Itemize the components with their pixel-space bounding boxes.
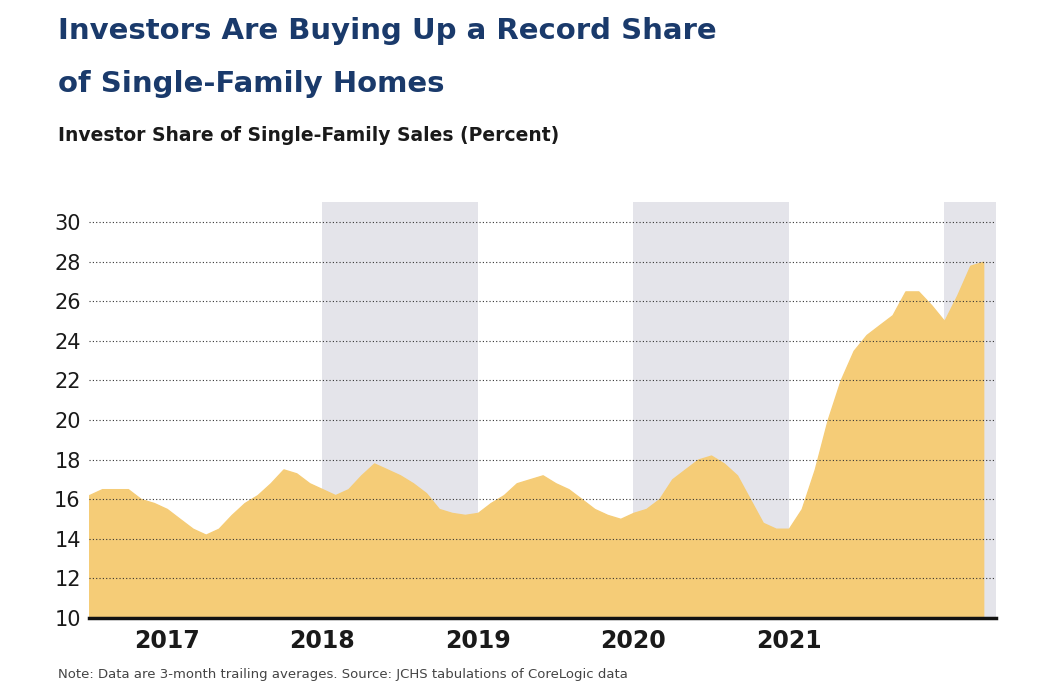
Text: Investor Share of Single-Family Sales (Percent): Investor Share of Single-Family Sales (P… [58,126,559,144]
Bar [633,202,789,618]
Bar [323,202,478,618]
Bar [944,202,996,618]
Text: Investors Are Buying Up a Record Share: Investors Are Buying Up a Record Share [58,17,716,45]
Text: Note: Data are 3-month trailing averages. Source: JCHS tabulations of CoreLogic : Note: Data are 3-month trailing averages… [58,667,628,681]
Text: of Single-Family Homes: of Single-Family Homes [58,70,444,98]
